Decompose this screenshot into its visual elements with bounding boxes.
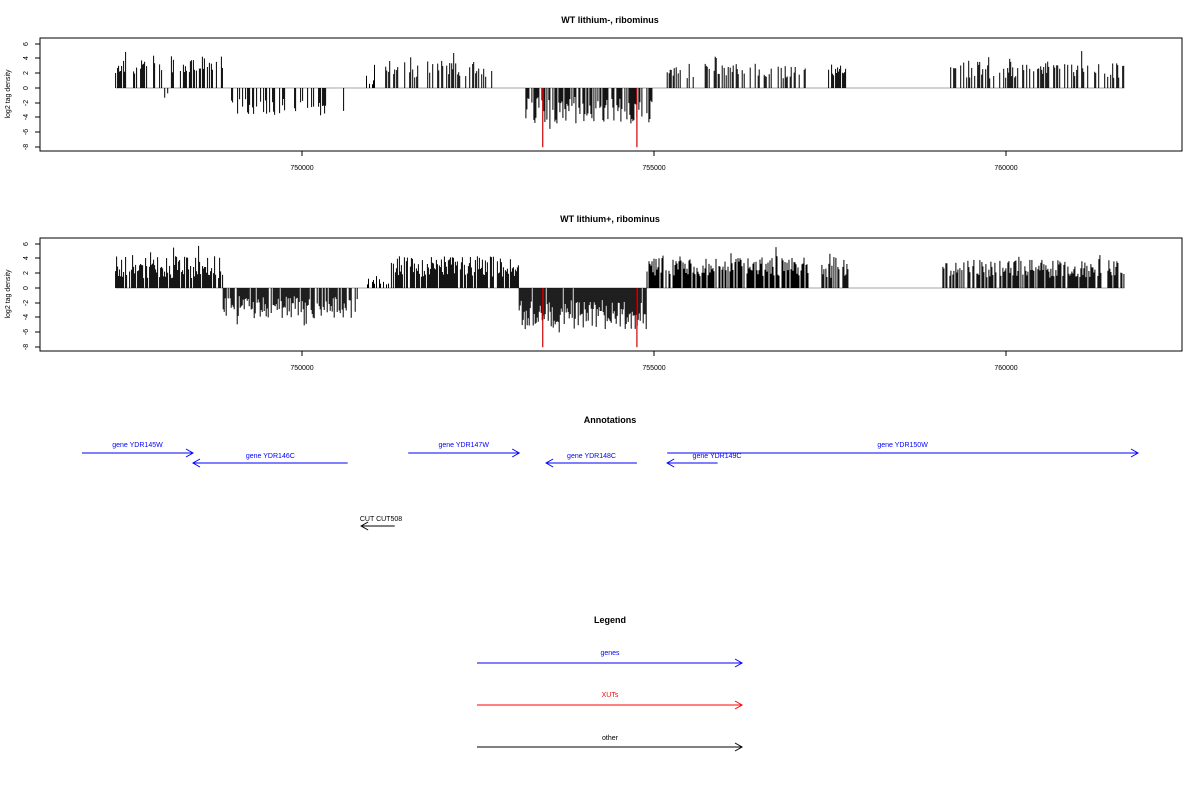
y-axis-label: log2 tag density [5, 69, 12, 119]
y-tick-label: -8 [23, 344, 30, 350]
arrow-head-icon [734, 700, 744, 710]
arrow-head-icon [734, 658, 744, 668]
legend: Legend genes XUTs other [477, 615, 744, 752]
x-tick: 750000 [290, 151, 314, 172]
bar-series [115, 51, 1125, 148]
legend-item-genes: genes [477, 650, 744, 668]
arrow-head-icon [666, 458, 675, 468]
y-tick: 2 [23, 271, 40, 275]
x-axis: 750000 755000 760000 [290, 151, 1018, 172]
annotation-feature: gene YDR148C [545, 453, 637, 468]
feature-label: gene YDR150W [877, 442, 928, 449]
y-tick-label: -6 [23, 129, 30, 135]
y-tick: -6 [23, 129, 40, 135]
y-tick: 4 [23, 256, 40, 260]
y-tick: -4 [23, 314, 40, 320]
annotation-feature: gene YDR150W [667, 442, 1140, 458]
y-tick-label: 6 [23, 242, 30, 246]
x-tick-label: 760000 [994, 365, 1017, 372]
y-tick: -8 [23, 144, 40, 150]
bar-series [115, 245, 1125, 348]
x-tick-label: 750000 [290, 165, 313, 172]
arrow-head-icon [545, 458, 554, 468]
legend-title: Legend [594, 615, 626, 625]
y-tick-label: -6 [23, 329, 30, 335]
y-tick: 2 [23, 71, 40, 75]
legend-item-xuts: XUTs [477, 692, 744, 710]
y-tick-label: 6 [23, 42, 30, 46]
annotation-feature: gene YDR149C [666, 453, 742, 468]
x-tick-label: 755000 [642, 365, 665, 372]
y-tick-label: -4 [23, 314, 30, 320]
chart-title: WT lithium-, ribominus [561, 15, 659, 25]
feature-label: gene YDR149C [693, 453, 742, 460]
y-tick: 4 [23, 56, 40, 60]
y-tick-label: 4 [23, 256, 30, 260]
y-tick-label: -8 [23, 144, 30, 150]
x-tick-label: 755000 [642, 165, 665, 172]
y-tick: -6 [23, 329, 40, 335]
y-axis-label: log2 tag density [5, 269, 12, 319]
y-tick: -2 [23, 300, 40, 306]
annotation-feature: gene YDR147W [408, 442, 521, 458]
y-tick-label: -2 [23, 100, 30, 106]
feature-label: gene YDR145W [112, 442, 163, 449]
chart-title: WT lithium+, ribominus [560, 214, 660, 224]
arrow-head-icon [511, 448, 521, 458]
legend-label: other [602, 735, 619, 742]
feature-label: gene YDR146C [246, 453, 295, 460]
annotation-feature: gene YDR145W [82, 442, 194, 458]
arrow-head-icon [191, 458, 201, 468]
x-tick: 760000 [994, 351, 1018, 372]
y-tick: 6 [23, 42, 40, 46]
x-tick-label: 750000 [290, 365, 313, 372]
y-tick-label: 0 [23, 286, 30, 290]
x-tick: 755000 [642, 151, 666, 172]
plot-frame [39, 37, 1183, 152]
arrow-head-icon [360, 521, 369, 531]
chart-panel-lithium-plus: WT lithium+, ribominus log2 tag density … [5, 214, 1183, 372]
y-tick-label: 2 [23, 71, 30, 75]
x-tick: 760000 [994, 151, 1018, 172]
annotation-feature: gene YDR146C [191, 453, 348, 468]
x-tick-label: 760000 [994, 165, 1017, 172]
y-axis: -8 -6 -4 -2 0 2 4 6 [23, 42, 40, 150]
y-tick-label: 0 [23, 86, 30, 90]
y-tick: -8 [23, 344, 40, 350]
y-tick-label: -4 [23, 114, 30, 120]
y-tick: 0 [23, 286, 40, 290]
feature-label: CUT CUT508 [360, 516, 402, 523]
plot-frame [39, 237, 1183, 352]
arrow-head-icon [734, 742, 744, 752]
chart-panel-lithium-minus: WT lithium-, ribominus log2 tag density … [5, 15, 1183, 172]
y-tick-label: -2 [23, 300, 30, 306]
x-tick: 750000 [290, 351, 314, 372]
y-tick: 6 [23, 242, 40, 246]
y-tick: -2 [23, 100, 40, 106]
y-tick-label: 4 [23, 56, 30, 60]
annotations-title: Annotations [584, 415, 637, 425]
y-tick-label: 2 [23, 271, 30, 275]
annotations-track: Annotations gene YDR145W gene YDR146C gene… [82, 415, 1140, 531]
y-tick: 0 [23, 86, 40, 90]
arrow-head-icon [185, 448, 194, 458]
feature-label: gene YDR148C [567, 453, 616, 460]
legend-item-other: other [477, 735, 744, 752]
x-tick: 755000 [642, 351, 666, 372]
y-axis: -8 -6 -4 -2 0 2 4 6 [23, 242, 40, 350]
legend-label: genes [600, 650, 620, 657]
annotation-feature: CUT CUT508 [360, 516, 402, 531]
y-tick: -4 [23, 114, 40, 120]
feature-label: gene YDR147W [438, 442, 489, 449]
x-axis: 750000 755000 760000 [290, 351, 1018, 372]
arrow-head-icon [1130, 448, 1140, 458]
legend-label: XUTs [602, 692, 619, 699]
